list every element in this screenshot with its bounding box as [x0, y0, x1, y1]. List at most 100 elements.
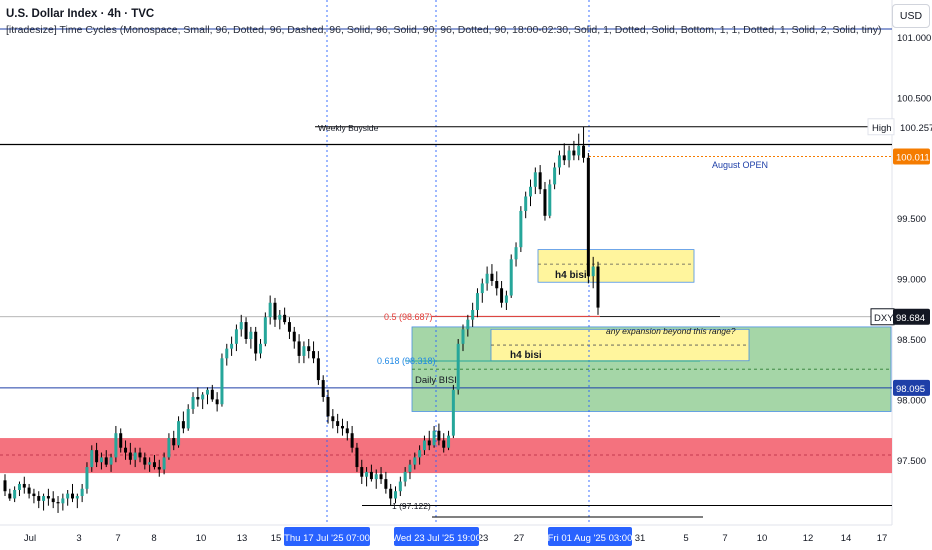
candle-body [172, 438, 176, 446]
candle-body [389, 488, 393, 499]
x-tick-label: 14 [841, 533, 852, 544]
candle-body [519, 210, 523, 248]
candle-body [567, 150, 571, 161]
candle-body [471, 310, 475, 320]
label-august-open: August OPEN [712, 160, 768, 170]
x-tick-label: 7 [115, 533, 120, 544]
candle-body [447, 435, 451, 448]
candle-body [234, 329, 238, 344]
candle-body [326, 396, 330, 417]
currency-button[interactable]: USD [892, 4, 930, 28]
y-tick-label: 98.000 [897, 395, 926, 406]
candle-body [51, 498, 55, 503]
blue-line-tag: 98.095 [896, 384, 925, 395]
h4-bisi-box-upper [537, 249, 695, 283]
candle-body [307, 346, 311, 352]
candle-body [292, 331, 296, 342]
y-tick-label: 97.500 [897, 456, 926, 467]
candle-body [42, 496, 46, 501]
candle-body [442, 440, 446, 448]
candle-body [205, 389, 209, 395]
label-weekly-buyside: Weekly Buyside [318, 123, 379, 133]
candle-body [553, 167, 557, 185]
x-tick-label: 8 [151, 533, 156, 544]
candle-body [239, 322, 243, 330]
candle-body [572, 150, 576, 156]
candle-body [109, 457, 113, 465]
x-tick-label: 12 [803, 533, 814, 544]
candle-body [529, 186, 533, 197]
candle-body [504, 295, 508, 303]
candle-body [577, 145, 581, 156]
time-highlight-label: Fri 01 Aug '25 03:00 [548, 533, 633, 544]
candle-body [124, 447, 128, 453]
candle-body [148, 462, 152, 465]
candle-body [283, 314, 287, 323]
candle-body [591, 266, 595, 277]
time-highlight-bg [284, 527, 370, 546]
candle-body [138, 452, 142, 458]
candle-body [177, 421, 181, 446]
label-expansion-question: any expansion beyond this range? [606, 326, 736, 336]
candle-body [80, 488, 84, 497]
x-tick-label: 3 [76, 533, 81, 544]
candle-body [340, 425, 344, 429]
candle-body [99, 457, 103, 463]
candle-body [32, 493, 36, 497]
candle-body [119, 433, 123, 448]
x-tick-label: 13 [237, 533, 248, 544]
candle-body [8, 493, 12, 499]
candle-body [485, 273, 489, 284]
y-tick-label: 99.000 [897, 275, 926, 286]
candle-body [500, 288, 504, 303]
candle-body [254, 331, 258, 354]
candle-body [225, 348, 229, 359]
x-tick-label: 23 [478, 533, 489, 544]
label-h4-bisi-lower: h4 bisi [510, 350, 542, 361]
candle-body [582, 145, 586, 158]
candle-body [3, 480, 7, 492]
candle-body [475, 293, 479, 311]
candle-body [191, 396, 195, 410]
candle-body [548, 184, 552, 216]
candle-body [524, 196, 528, 211]
candle-body [355, 447, 359, 468]
candle-body [316, 358, 320, 381]
candle-body [312, 351, 316, 359]
candle-body [461, 329, 465, 344]
x-tick-label: 10 [196, 533, 207, 544]
candle-body [432, 430, 436, 446]
time-highlight-label: Wed 23 Jul '25 19:00 [392, 533, 481, 544]
candle-body [215, 399, 219, 405]
candle-body [273, 302, 277, 320]
candle-body [538, 172, 542, 190]
candle-body [379, 474, 383, 480]
candle-body [557, 155, 561, 168]
candle-body [403, 471, 407, 482]
high-label: High [872, 123, 892, 134]
candle-body [181, 421, 185, 429]
indicator-legend[interactable]: [itradesize] Time Cycles (Monospace, Sma… [6, 24, 882, 36]
candle-body [143, 457, 147, 465]
candle-body [56, 502, 60, 504]
candle-body [384, 479, 388, 489]
candle-body [75, 496, 79, 499]
candle-body [398, 481, 402, 492]
candle-body [562, 155, 566, 161]
candle-body [374, 474, 378, 480]
candle-body [360, 467, 364, 477]
label-fib-1: 1 (97.122) [392, 501, 431, 511]
candle-body [186, 409, 190, 429]
label-fib-05: 0.5 (98.687) [384, 312, 433, 322]
candle-body [230, 343, 234, 349]
x-tick-label: 31 [635, 533, 646, 544]
high-price-tag: 100.257 [900, 123, 932, 134]
x-tick-label: 10 [757, 533, 768, 544]
y-tick-label: 99.500 [897, 214, 926, 225]
candle-body [302, 346, 306, 356]
candle-body [413, 457, 417, 465]
candle-body [85, 467, 89, 489]
chart-title: U.S. Dollar Index · 4h · TVC [6, 8, 155, 20]
candle-body [13, 490, 17, 499]
